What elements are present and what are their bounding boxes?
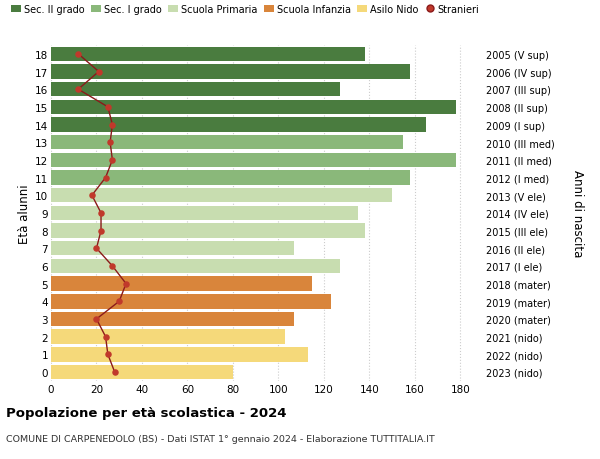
Point [94, 69, 104, 76]
Point [107, 263, 117, 270]
Point [101, 333, 110, 341]
Bar [51, 153, 456, 168]
Legend: Sec. II grado, Sec. I grado, Scuola Primaria, Scuola Infanzia, Asilo Nido, Stran: Sec. II grado, Sec. I grado, Scuola Prim… [11, 5, 479, 15]
Bar [51, 136, 403, 150]
Point [96, 227, 106, 235]
Bar [51, 224, 365, 238]
Point [92, 245, 101, 252]
Bar [51, 277, 313, 291]
Point [107, 122, 117, 129]
Bar [51, 83, 340, 97]
Bar [51, 189, 392, 203]
Bar [51, 206, 358, 221]
Bar [51, 330, 285, 344]
Point [96, 210, 106, 217]
Point [110, 369, 119, 376]
Point [87, 192, 97, 200]
Point [73, 51, 83, 58]
Bar [51, 294, 331, 309]
Bar [51, 365, 233, 380]
Bar [51, 312, 294, 326]
Point [73, 86, 83, 94]
Point [115, 298, 124, 305]
Point [101, 174, 110, 182]
Bar [51, 65, 410, 79]
Bar [51, 47, 365, 62]
Bar [51, 259, 340, 274]
Bar [51, 241, 294, 256]
Text: Popolazione per età scolastica - 2024: Popolazione per età scolastica - 2024 [6, 406, 287, 419]
Bar [51, 118, 426, 133]
Y-axis label: Anni di nascita: Anni di nascita [571, 170, 584, 257]
Bar [51, 101, 456, 115]
Point [103, 104, 113, 111]
Point [121, 280, 131, 288]
Point [107, 157, 117, 164]
Bar [51, 171, 410, 185]
Point [106, 139, 115, 146]
Y-axis label: Età alunni: Età alunni [18, 184, 31, 243]
Point [103, 351, 113, 358]
Text: COMUNE DI CARPENEDOLO (BS) - Dati ISTAT 1° gennaio 2024 - Elaborazione TUTTITALI: COMUNE DI CARPENEDOLO (BS) - Dati ISTAT … [6, 434, 435, 443]
Point [92, 316, 101, 323]
Bar [51, 347, 308, 362]
